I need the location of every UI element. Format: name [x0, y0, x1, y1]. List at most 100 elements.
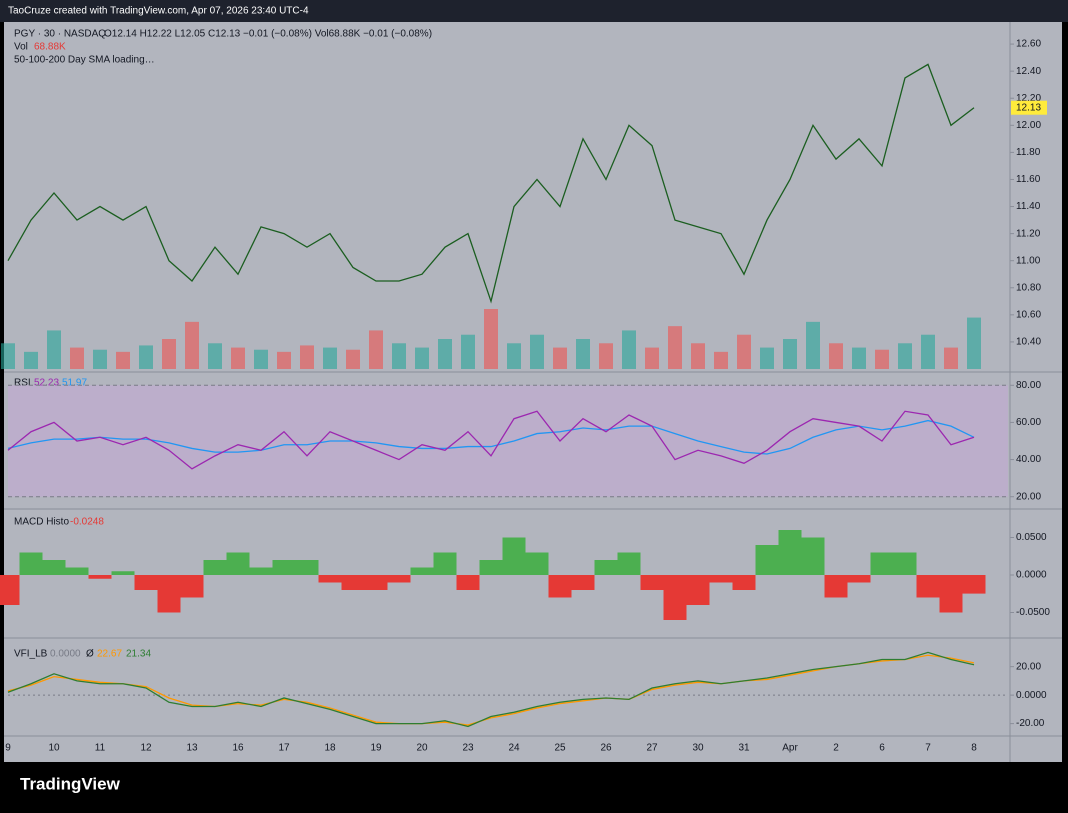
macd-bar: [180, 575, 204, 598]
macd-bar: [456, 575, 480, 590]
x-tick-label: 19: [370, 743, 382, 754]
vfi-value: 21.34: [126, 649, 151, 660]
sma-note: 50-100-200 Day SMA loading…: [14, 55, 155, 66]
volume-bar: [162, 339, 176, 369]
last-price-tag: [1011, 100, 1047, 115]
macd-bar: [88, 575, 112, 579]
macd-bar: [939, 575, 963, 613]
ohlc-stats: O12.14 H12.22 L12.05 C12.13 −0.01 (−0.08…: [104, 29, 432, 40]
volume-bar: [691, 343, 705, 369]
x-tick-label: 27: [646, 743, 658, 754]
volume-bar: [369, 330, 383, 369]
x-tick-label: 20: [416, 743, 428, 754]
y-tick-label: -0.0500: [1016, 607, 1050, 618]
volume-bar: [737, 334, 751, 369]
volume-bar: [668, 326, 682, 369]
macd-bar: [387, 575, 411, 583]
y-tick-label: 0.0000: [1016, 690, 1047, 701]
macd-bar: [617, 552, 641, 575]
volume-bar: [254, 349, 268, 369]
y-tick-label: 0.0000: [1016, 570, 1047, 581]
y-tick-label: 80.00: [1016, 380, 1041, 391]
volume-bar: [783, 339, 797, 369]
macd-bar: [364, 575, 388, 590]
y-tick-label: 20.00: [1016, 491, 1041, 502]
vfi-name: VFI_LB: [14, 649, 48, 660]
macd-bar: [778, 530, 802, 575]
volume-bar: [599, 343, 613, 369]
volume-bar: [300, 345, 314, 369]
y-tick-label: -20.00: [1016, 718, 1045, 729]
rsi-line: [7, 410, 975, 470]
volume-bar: [875, 349, 889, 369]
top-bar: [0, 0, 1068, 22]
x-tick-label: 16: [232, 743, 244, 754]
rsi-name: RSI: [14, 378, 31, 389]
y-tick-label: 12.60: [1016, 39, 1041, 50]
vol-label: Vol: [14, 42, 28, 53]
volume-bar: [139, 345, 153, 369]
volume-bar: [645, 347, 659, 369]
macd-bar: [111, 571, 135, 575]
volume-bar: [852, 347, 866, 369]
macd-bar: [157, 575, 181, 613]
x-tick-label: 2: [833, 743, 839, 754]
macd-bar: [134, 575, 158, 590]
macd-bar: [433, 552, 457, 575]
brand[interactable]: TradingView: [20, 774, 121, 793]
volume-bar: [829, 343, 843, 369]
macd-bar: [893, 552, 917, 575]
x-tick-label: 18: [324, 743, 336, 754]
price-line: [7, 63, 975, 304]
x-tick-label: Apr: [782, 743, 798, 754]
y-tick-label: 12.40: [1016, 66, 1041, 77]
volume-bar: [93, 349, 107, 369]
macd-bar: [640, 575, 664, 590]
volume-bar: [438, 339, 452, 369]
macd-bar: [962, 575, 986, 594]
macd-bar: [272, 560, 296, 575]
volume-bar: [47, 330, 61, 369]
x-tick-label: 8: [971, 743, 977, 754]
volume-bar: [944, 347, 958, 369]
volume-bar: [323, 347, 337, 369]
volume-bar: [346, 349, 360, 369]
macd-bar: [203, 560, 227, 575]
x-tick-label: 7: [925, 743, 931, 754]
symbol: PGY · 30 · NASDAQ: [14, 29, 106, 40]
volume-bar: [231, 347, 245, 369]
macd-bar: [318, 575, 342, 583]
vfi-line: [7, 651, 975, 728]
last-price-label: 12.13: [1016, 102, 1041, 113]
volume-bar: [415, 347, 429, 369]
x-tick-label: 31: [738, 743, 750, 754]
rsi-band: [8, 385, 1008, 497]
volume-bar: [806, 321, 820, 369]
vfi-signal-line: [7, 654, 975, 726]
macd-bar: [571, 575, 595, 590]
x-tick-label: 26: [600, 743, 612, 754]
y-tick-label: 60.00: [1016, 417, 1041, 428]
macd-bar: [824, 575, 848, 598]
macd-bar: [732, 575, 756, 590]
y-tick-label: 20.00: [1016, 661, 1041, 672]
y-tick-label: 10.80: [1016, 282, 1041, 293]
macd-bar: [341, 575, 365, 590]
y-tick-label: 10.60: [1016, 309, 1041, 320]
volume-bar: [921, 334, 935, 369]
macd-bar: [847, 575, 871, 583]
volume-bar: [277, 351, 291, 369]
macd-bar: [42, 560, 66, 575]
volume-bar: [530, 334, 544, 369]
y-tick-label: 11.00: [1016, 255, 1041, 266]
macd-name: MACD Histo: [14, 517, 69, 528]
vfi-zero: 0.0000: [50, 649, 81, 660]
volume-bar: [70, 347, 84, 369]
volume-bar: [760, 347, 774, 369]
x-tick-label: 13: [186, 743, 198, 754]
credit: TaoCruze created with TradingView.com, A…: [8, 6, 309, 17]
vfi-sep: Ø: [86, 649, 94, 660]
macd-bar: [916, 575, 940, 598]
macd-bar: [226, 552, 250, 575]
macd-bar: [479, 560, 503, 575]
